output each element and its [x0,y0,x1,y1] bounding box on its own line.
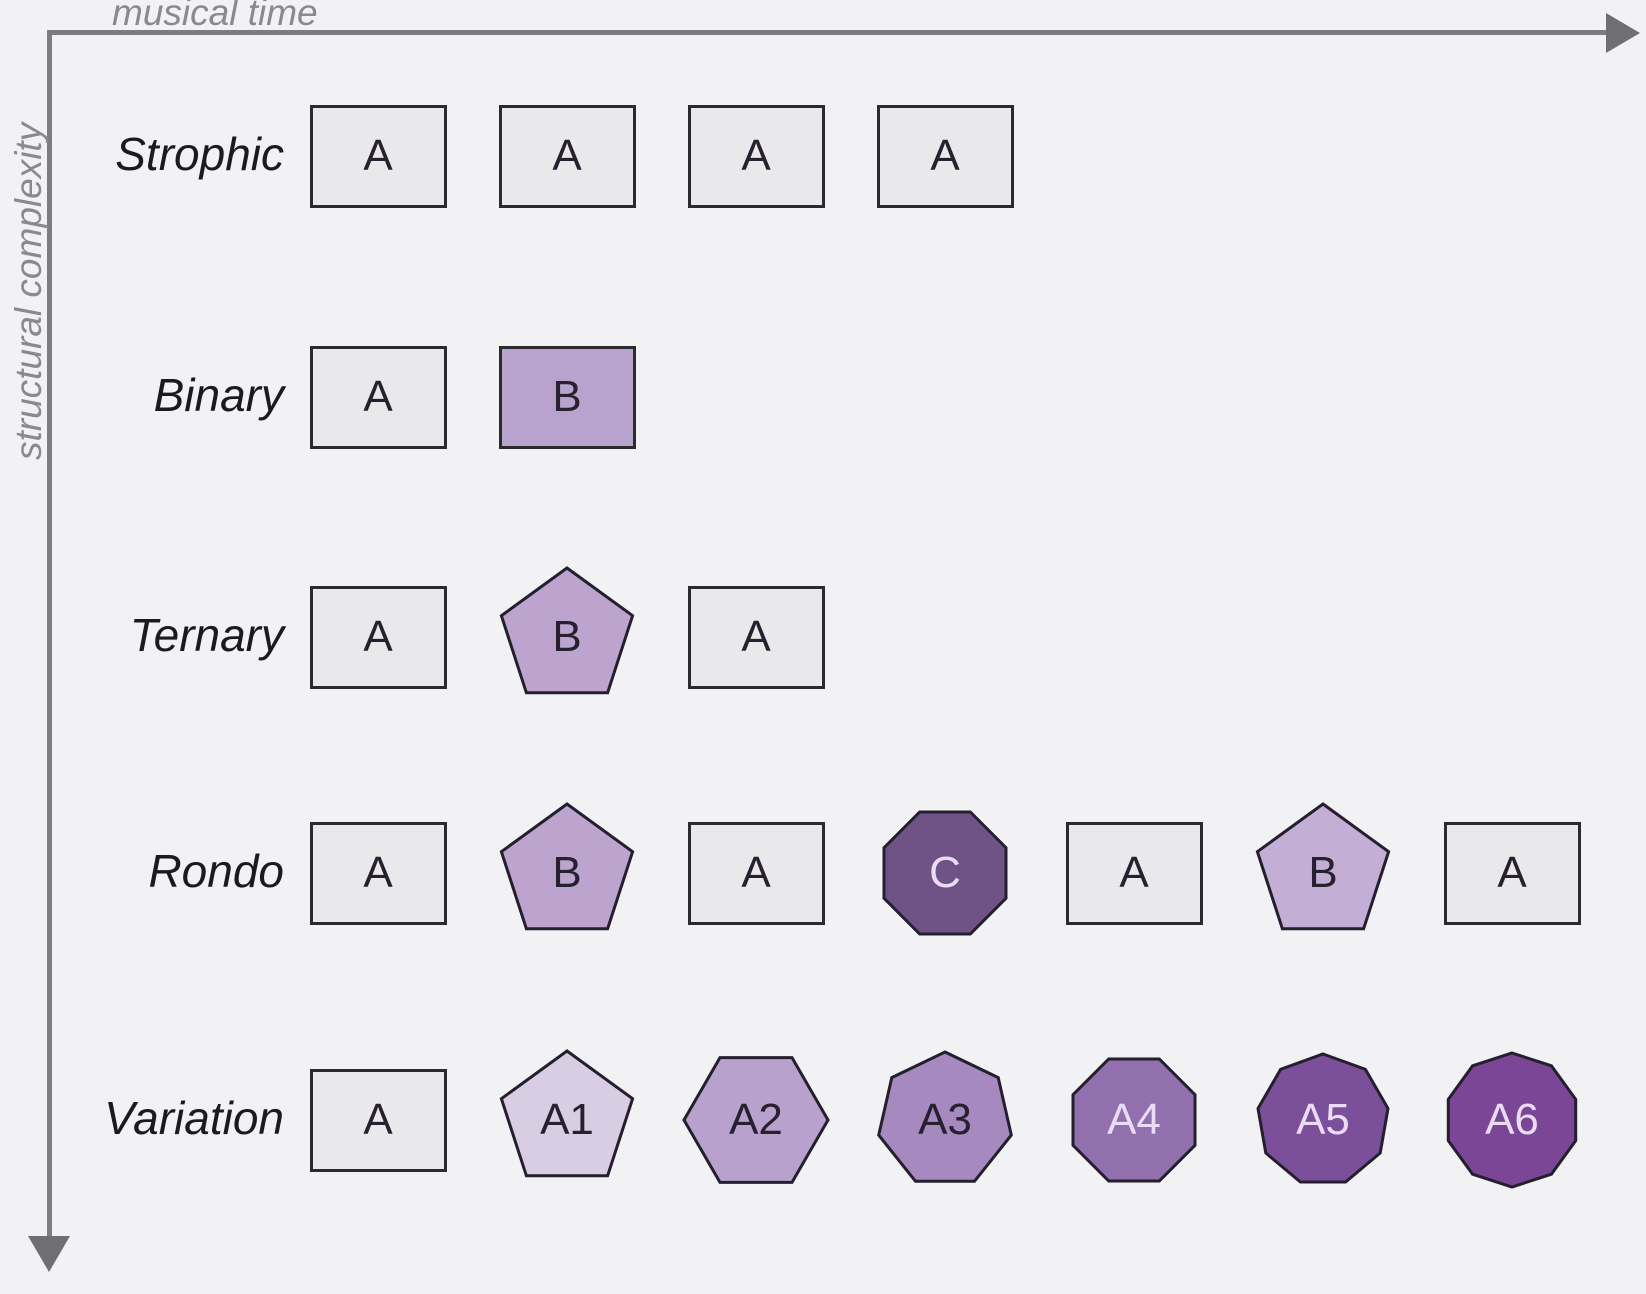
section-box [309,585,447,689]
row-label-binary: Binary [153,369,284,421]
section-letter: A [1497,848,1527,897]
shape-square-rondo-a: A [309,821,447,925]
section-box [1443,821,1581,925]
shape-square-rondo-a: A [687,821,825,925]
section-polygon [1255,802,1391,931]
section-polygon [877,1050,1013,1183]
section-letter: A5 [1296,1095,1350,1144]
section-box [309,104,447,208]
section-letter: A6 [1485,1095,1539,1144]
shape-square-ternary-a: A [309,585,447,689]
section-box [498,104,636,208]
shape-square-rondo-a: A [1443,821,1581,925]
section-box [309,1068,447,1172]
section-letter: B [552,372,582,421]
section-letter: B [552,612,582,661]
section-letter: A [363,131,393,180]
x-axis-arrowhead-icon [1606,13,1640,53]
section-letter: A [741,612,771,661]
shape-square-strophic-a: A [687,104,825,208]
section-letter: A [741,131,771,180]
section-letter: B [1308,848,1338,897]
y-axis-arrowhead-icon [28,1236,70,1272]
shape-pentagon-ternary-b: B [492,562,642,712]
section-letter: B [552,848,582,897]
section-letter: A [1119,848,1149,897]
shape-nonagon-variation-a5: A5 [1248,1045,1398,1195]
shape-square-ternary-a: A [687,585,825,689]
section-letter: A [363,372,393,421]
section-box [309,345,447,449]
section-letter: A [363,848,393,897]
shape-square-rondo-a: A [1065,821,1203,925]
section-letter: C [929,848,961,897]
shape-octagon-variation-a4: A4 [1059,1045,1209,1195]
section-letter: A [363,1095,393,1144]
section-letter: A [741,848,771,897]
section-polygon [499,1049,635,1178]
section-letter: A [552,131,582,180]
shape-decagon-variation-a6: A6 [1437,1045,1587,1195]
shape-square-binary-b: B [498,345,636,449]
shape-hexagon-variation-a2: A2 [681,1045,831,1195]
x-axis-line [47,30,1613,35]
shape-pentagon-rondo-b: B [492,798,642,948]
section-box [309,821,447,925]
shape-octagon-rondo-c: C [870,798,1020,948]
row-label-ternary: Ternary [129,609,284,661]
section-box [687,104,825,208]
section-polygon [1256,1052,1390,1184]
section-box [687,821,825,925]
section-polygon [499,802,635,931]
shape-square-strophic-a: A [309,104,447,208]
shape-square-strophic-a: A [498,104,636,208]
section-polygon [499,566,635,695]
section-letter: A [930,131,960,180]
y-axis-line [47,30,52,1238]
section-box [498,345,636,449]
x-axis-label: musical time [112,0,318,33]
shape-square-strophic-a: A [876,104,1014,208]
section-polygon [1071,1057,1197,1183]
section-letter: A2 [729,1095,783,1144]
section-polygon [682,1056,830,1184]
section-letter: A [363,612,393,661]
shape-pentagon-rondo-b: B [1248,798,1398,948]
shape-square-variation-a: A [309,1068,447,1172]
shape-square-binary-a: A [309,345,447,449]
row-label-strophic: Strophic [115,128,284,180]
section-polygon [882,810,1008,936]
row-label-variation: Variation [104,1092,284,1144]
section-letter: A1 [540,1095,594,1144]
section-letter: A3 [918,1095,972,1144]
section-polygon [1446,1051,1578,1189]
section-box [687,585,825,689]
shape-heptagon-variation-a3: A3 [870,1045,1020,1195]
row-label-rondo: Rondo [148,845,284,897]
shape-pentagon-variation-a1: A1 [492,1045,642,1195]
section-box [876,104,1014,208]
section-letter: A4 [1107,1095,1161,1144]
section-box [1065,821,1203,925]
